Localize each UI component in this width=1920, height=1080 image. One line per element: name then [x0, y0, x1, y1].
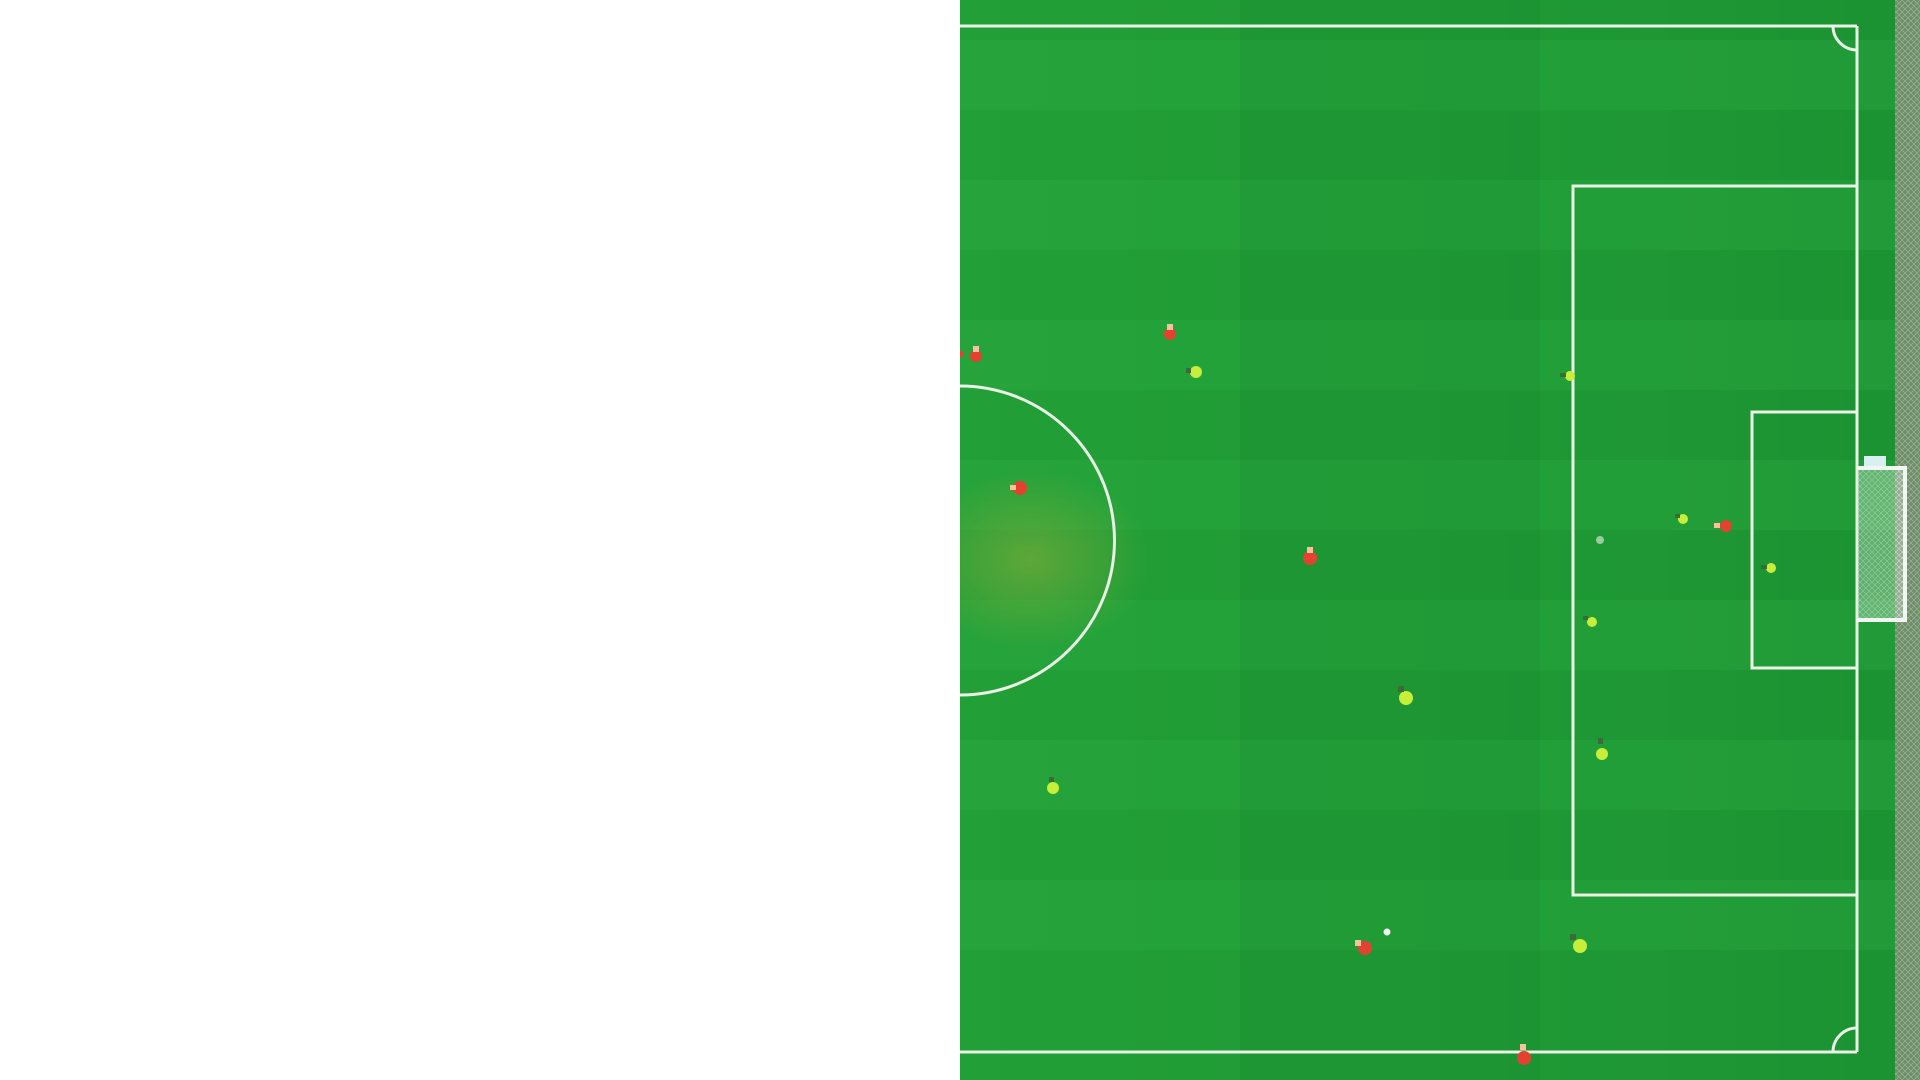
player-yellow: [1047, 777, 1059, 794]
ball: [1383, 928, 1391, 936]
player-red: [960, 351, 964, 357]
yellow-team-players: [1047, 366, 1776, 953]
player-yellow: [1186, 366, 1202, 378]
player-yellow: [1570, 934, 1587, 953]
penalty-box: [1571, 184, 1857, 897]
player-red: [1517, 1044, 1531, 1065]
player-yellow: [1560, 371, 1575, 381]
goal-net: [1857, 456, 1907, 622]
corner-arc-bottom: [1831, 1026, 1858, 1053]
player-red: [970, 346, 982, 362]
soccer-field-aerial-photo: [960, 0, 1920, 1080]
mowing-stripes-vertical: [1240, 0, 1540, 1080]
blank-left-panel: [0, 0, 960, 1080]
goal-area: [1750, 410, 1857, 670]
player-yellow: [1675, 514, 1688, 524]
player-yellow: [1398, 686, 1413, 705]
center-circle: [960, 384, 1116, 697]
player-red: [1010, 481, 1027, 495]
field-lines: [960, 24, 1859, 1054]
player-yellow: [1596, 738, 1608, 760]
corner-arc-top: [1831, 25, 1858, 52]
player-red: [1355, 940, 1372, 955]
player-red: [1164, 324, 1176, 340]
penalty-spot: [1596, 536, 1604, 544]
worn-grass-patch: [960, 470, 1150, 650]
player-red: [1714, 520, 1732, 532]
red-team-players: [960, 324, 1732, 1065]
player-yellow: [1761, 563, 1776, 573]
player-yellow: [1583, 616, 1597, 627]
mowing-stripes: [960, 40, 1895, 950]
player-red: [1303, 547, 1317, 565]
